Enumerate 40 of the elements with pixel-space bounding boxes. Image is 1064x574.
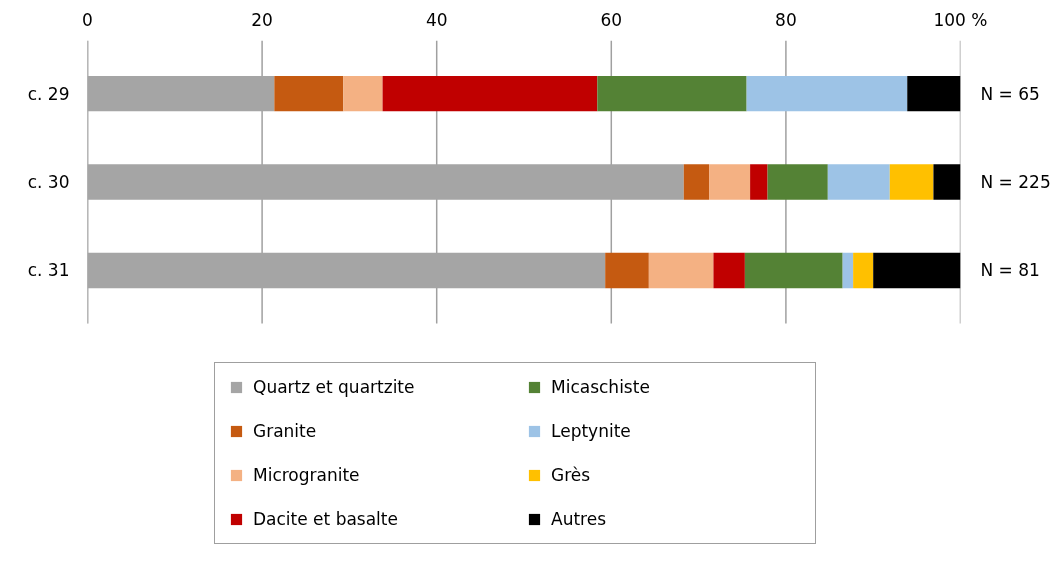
bar [605, 252, 649, 289]
x-tick-label: 80 [775, 9, 797, 30]
bar [827, 164, 890, 200]
text: N = 65 [980, 83, 1040, 104]
legend-label: Leptynite [551, 421, 632, 441]
bar [713, 252, 745, 289]
bar [746, 75, 908, 112]
bar [907, 75, 961, 112]
x-tick-label: 40 [425, 9, 448, 30]
x-tick-label: 60 [600, 9, 623, 30]
y-tick-label: c. 29 [27, 83, 70, 104]
legend-label: Autres [551, 509, 607, 529]
legend-label: Grès [551, 465, 592, 485]
bar [709, 164, 751, 200]
bar [683, 164, 710, 200]
bar [853, 252, 874, 289]
text: N = 81 [980, 260, 1040, 281]
bar [933, 164, 961, 200]
x-tick-label: 0 [82, 9, 93, 30]
legend-label: Dacite et basalte [253, 509, 399, 529]
bar [750, 164, 768, 200]
x-tick-label: 20 [251, 9, 273, 30]
y-tick-label: c. 30 [27, 172, 70, 192]
bar [744, 252, 843, 289]
legend-label: Granite [253, 421, 318, 441]
bar [767, 164, 828, 200]
legend-label: Micaschiste [551, 377, 651, 397]
bar [842, 252, 854, 289]
y-tick-label: c. 31 [27, 260, 70, 281]
bar [382, 75, 598, 112]
bar [873, 252, 961, 289]
bar [648, 252, 714, 289]
bar [274, 75, 344, 112]
legend-label: Quartz et quartzite [253, 377, 416, 397]
x-tick-label: 100 % [933, 9, 988, 30]
bar [343, 75, 383, 112]
bar [889, 164, 934, 200]
bar [597, 75, 747, 112]
legend-label: Microgranite [253, 465, 361, 485]
text: N = 225 [980, 172, 1051, 192]
